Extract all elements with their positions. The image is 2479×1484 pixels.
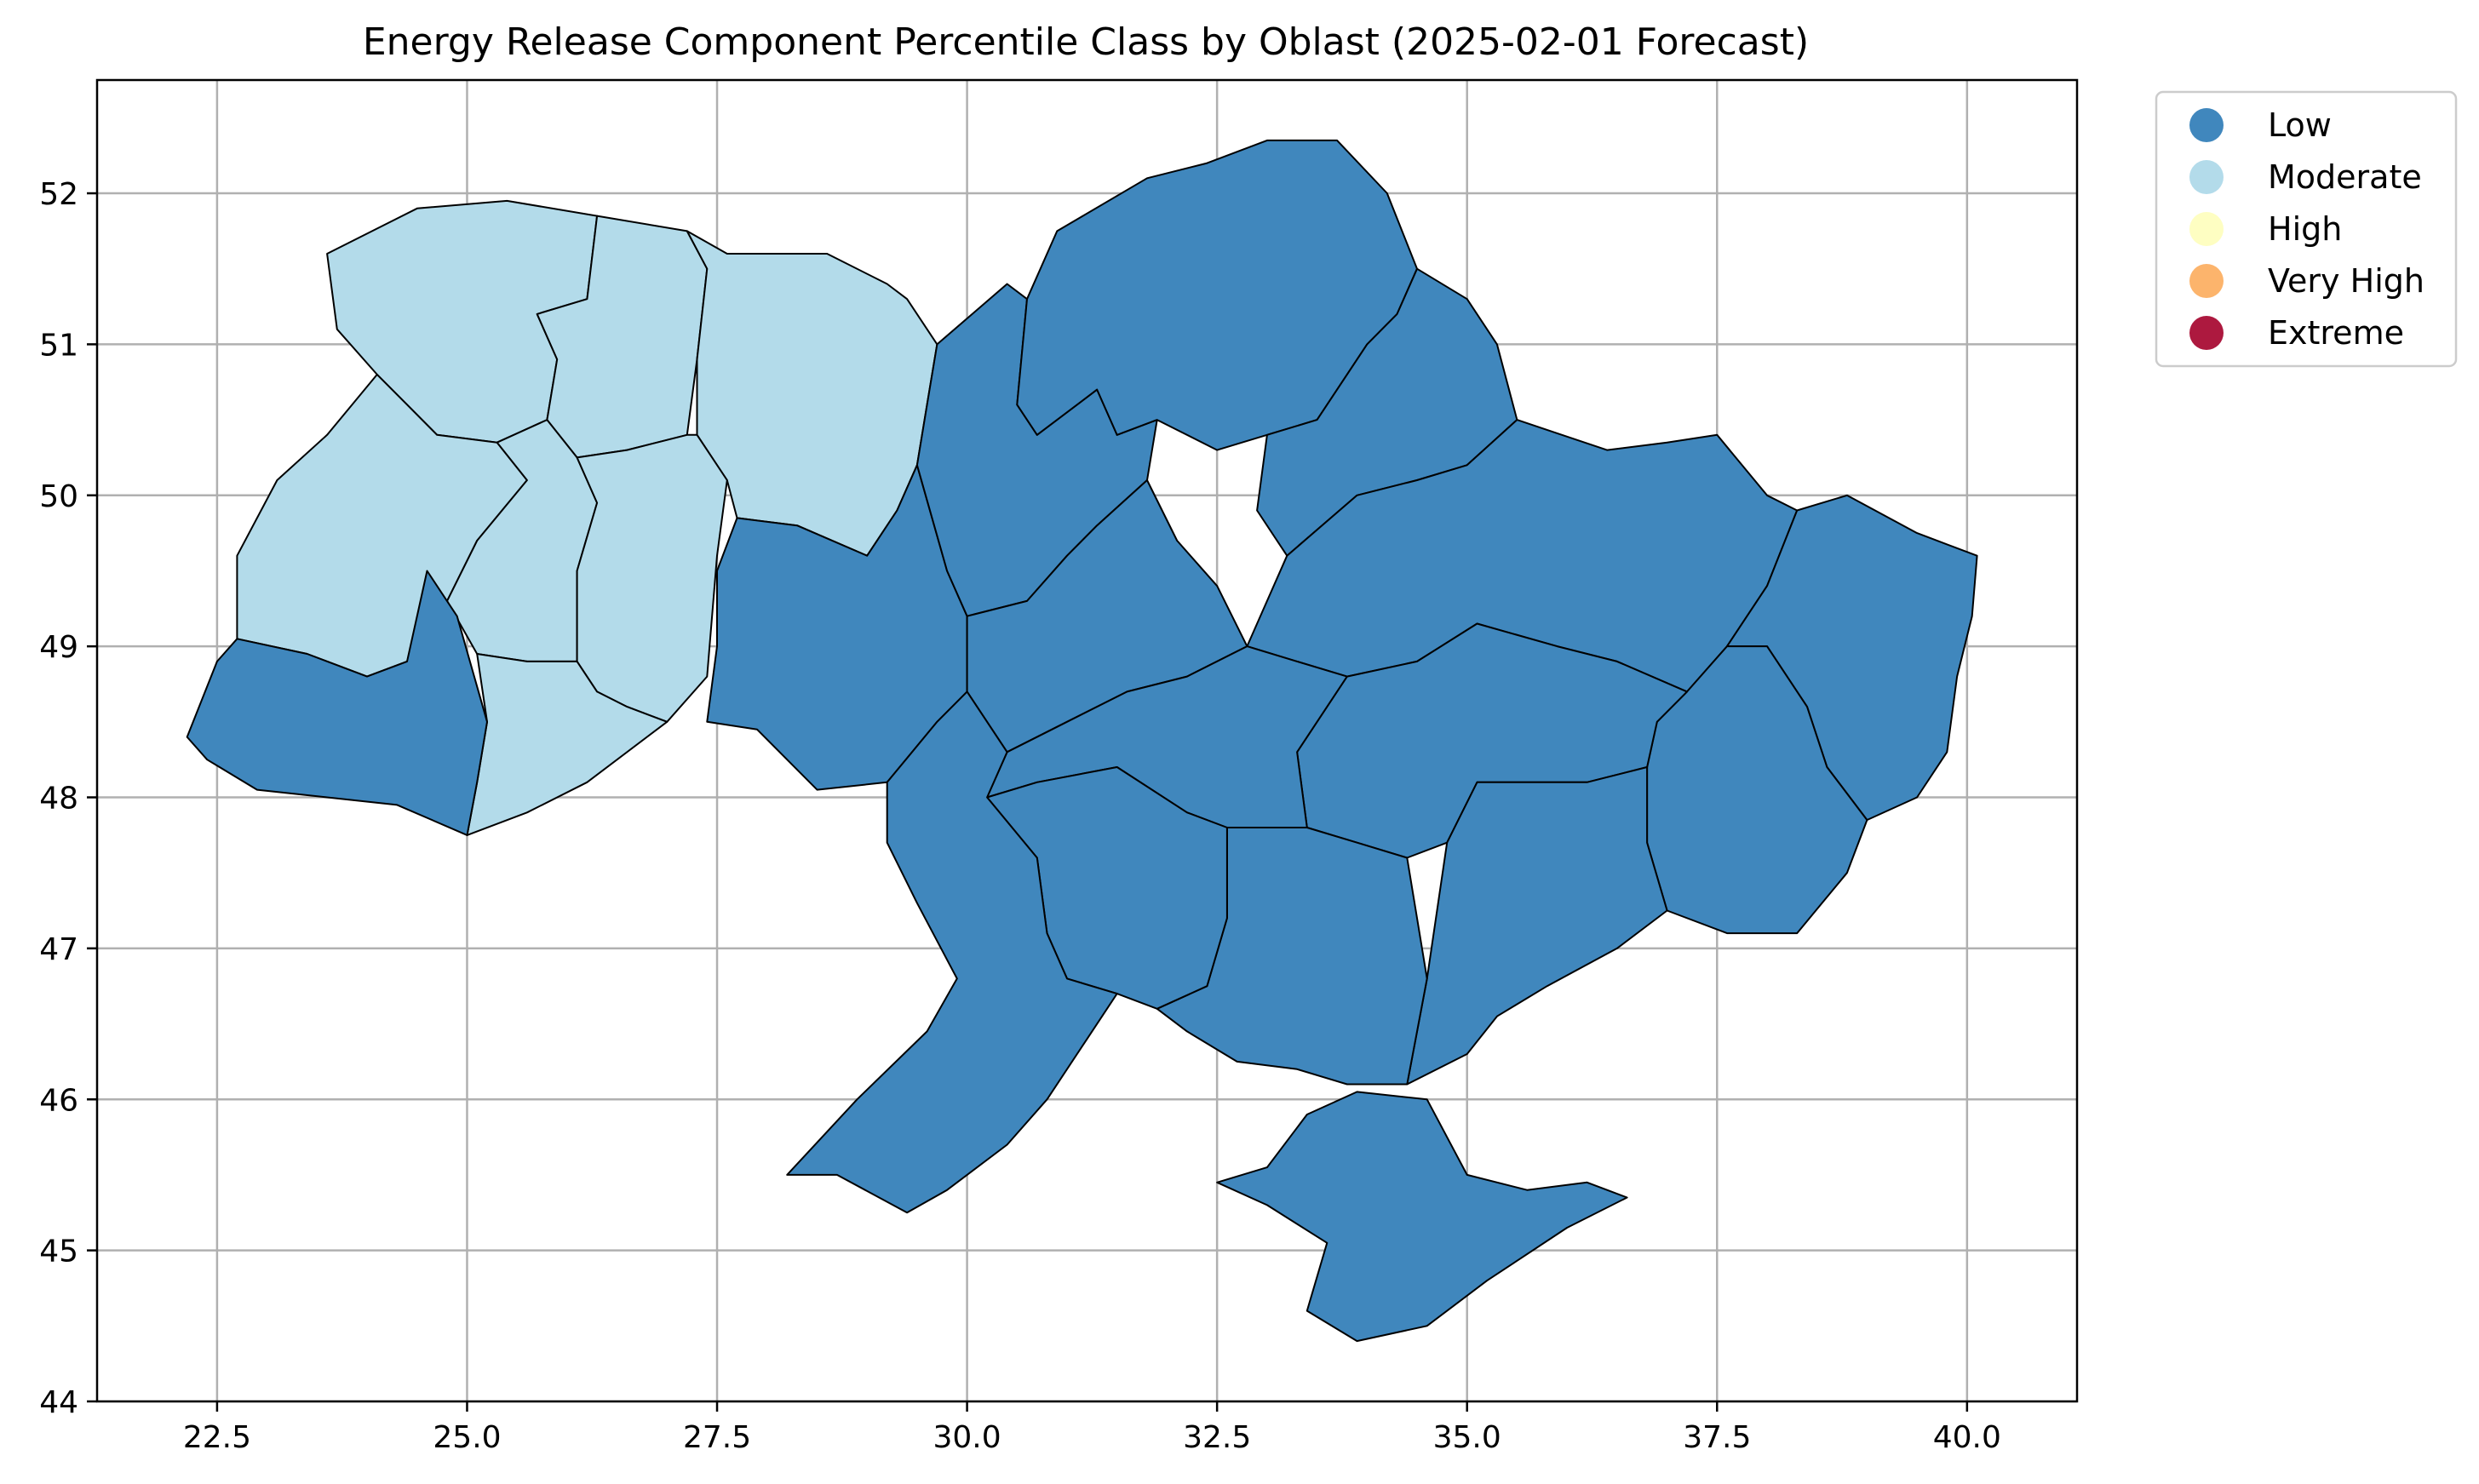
y-tick-label: 52 xyxy=(39,177,78,212)
legend-marker xyxy=(2189,264,2224,298)
oblast-region xyxy=(186,570,488,836)
x-tick-label: 30.0 xyxy=(933,1420,1001,1455)
legend-frame xyxy=(2155,90,2458,368)
y-tick-label: 47 xyxy=(39,932,78,967)
legend: Low Moderate High Very High Extreme xyxy=(2155,90,2458,368)
legend-marker xyxy=(2189,108,2224,142)
x-tick-label: 25.0 xyxy=(433,1420,501,1455)
legend-label: Low xyxy=(2268,106,2332,144)
legend-label: High xyxy=(2268,210,2342,248)
y-tick-label: 50 xyxy=(39,479,78,514)
oblast-region xyxy=(786,690,1118,1214)
y-tick-label: 45 xyxy=(39,1235,78,1269)
legend-marker xyxy=(2189,160,2224,194)
x-tick-label: 37.5 xyxy=(1683,1420,1751,1455)
plot-frame xyxy=(95,78,2079,1403)
region-layer xyxy=(186,139,1978,1343)
legend-label: Very High xyxy=(2268,262,2424,300)
x-tick-label: 27.5 xyxy=(683,1420,751,1455)
y-tick-label: 48 xyxy=(39,782,78,816)
tick-layer: 22.5 25.0 27.5 30.0 32.5 35.0 37.5 40.0 44 45 46 47… xyxy=(39,177,2001,1455)
y-tick-label: 49 xyxy=(39,630,78,665)
y-tick-label: 46 xyxy=(39,1083,78,1118)
legend-label: Extreme xyxy=(2268,314,2404,352)
y-tick-label: 44 xyxy=(39,1385,78,1420)
oblast-region xyxy=(1216,1091,1628,1343)
x-tick-label: 22.5 xyxy=(183,1420,251,1455)
chart-title: Energy Release Component Percentile Clas… xyxy=(363,20,1809,64)
x-tick-label: 40.0 xyxy=(1933,1420,2001,1455)
legend-label: Moderate xyxy=(2268,158,2422,196)
x-tick-label: 35.0 xyxy=(1433,1420,1501,1455)
legend-marker xyxy=(2189,316,2224,350)
oblast-region xyxy=(576,433,728,723)
x-tick-label: 32.5 xyxy=(1183,1420,1251,1455)
y-tick-label: 51 xyxy=(39,328,78,363)
legend-marker xyxy=(2189,212,2224,246)
